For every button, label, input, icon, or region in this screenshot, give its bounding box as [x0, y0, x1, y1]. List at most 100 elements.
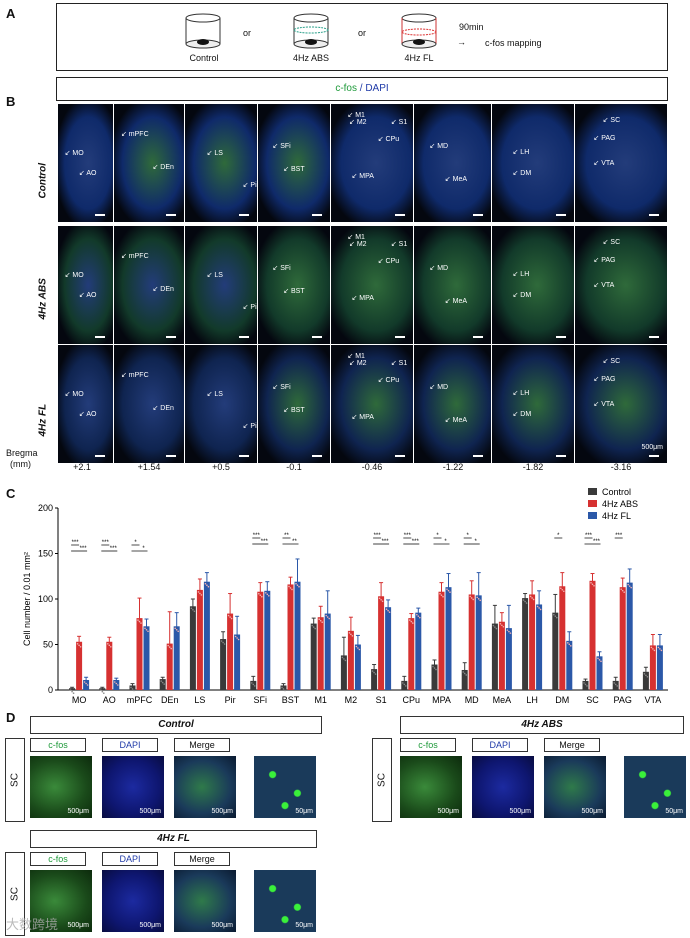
- data-point: [341, 656, 344, 659]
- bregma-value: -0.1: [286, 462, 302, 472]
- region-label: ↙ MD: [429, 383, 449, 391]
- bar-4hz-abs: [529, 594, 536, 690]
- data-point: [291, 588, 293, 591]
- scale-label: 500μm: [139, 922, 161, 929]
- legend-label: Control: [602, 487, 631, 497]
- panel-d-region-box: SC: [372, 738, 392, 822]
- bar-4hz-abs: [287, 584, 294, 690]
- bar-4hz-fl: [83, 679, 90, 690]
- region-label: ↙ SFi: [272, 142, 291, 150]
- data-point: [554, 615, 557, 617]
- bregma-value: -1.82: [522, 462, 544, 472]
- data-point: [138, 620, 141, 623]
- x-tick-label: Pir: [225, 695, 236, 705]
- data-point: [133, 689, 135, 692]
- data-point: [650, 646, 653, 649]
- scale-bar: [239, 336, 249, 338]
- bregma-label: Bregma: [6, 448, 38, 458]
- duration-label: 90min: [459, 22, 484, 32]
- significance-label: **: [292, 539, 297, 545]
- scale-bar: [312, 336, 322, 338]
- data-point: [326, 616, 329, 618]
- bar-4hz-fl: [143, 626, 150, 690]
- data-point: [115, 682, 118, 685]
- data-point: [412, 622, 414, 624]
- region-label: SC: [376, 773, 388, 787]
- data-point: [318, 618, 321, 620]
- bar-4hz-fl: [596, 656, 603, 690]
- bar-control: [129, 685, 136, 690]
- significance-label: ***: [110, 546, 118, 552]
- scale-bar: [312, 455, 322, 457]
- x-tick-label: VTA: [644, 695, 661, 705]
- region-label: ↙ CPu: [377, 257, 400, 265]
- significance-label: ***: [261, 539, 269, 545]
- x-tick-label: DM: [555, 695, 569, 705]
- bar-4hz-fl: [294, 581, 301, 690]
- data-point: [69, 689, 72, 691]
- data-point: [660, 649, 663, 652]
- data-point: [114, 681, 116, 683]
- region-label: ↙ S1: [390, 360, 408, 368]
- data-point: [570, 645, 572, 647]
- data-point: [531, 597, 533, 599]
- channel-image: 500μm: [472, 756, 534, 818]
- y-tick-label: 50: [43, 640, 53, 650]
- data-point: [509, 632, 512, 634]
- data-point: [193, 610, 196, 613]
- data-point: [477, 598, 480, 600]
- scale-bar: [556, 214, 566, 216]
- channel-image: 500μm: [174, 870, 236, 932]
- brain-section-tile: ↙ LS ↙ Pir: [185, 104, 257, 222]
- region-label: ↙ mPFC: [121, 130, 149, 138]
- region-label: ↙ DM: [512, 291, 532, 299]
- bar-4hz-fl: [234, 634, 241, 690]
- x-tick-label: M1: [314, 695, 327, 705]
- scale-bar: [556, 336, 566, 338]
- bar-4hz-abs: [468, 594, 475, 690]
- scale-bar: [239, 455, 249, 457]
- data-point: [223, 643, 226, 645]
- region-label: ↙ MPA: [351, 414, 374, 422]
- significance-label: *: [142, 546, 145, 552]
- legend-label: 4Hz FL: [602, 511, 631, 521]
- region-label: ↙ AO: [78, 169, 97, 177]
- bar-4hz-fl: [354, 644, 361, 690]
- region-label: ↙ LH: [512, 148, 530, 156]
- significance-label: *: [467, 533, 470, 539]
- region-label: ↙ DM: [512, 169, 532, 177]
- data-point: [532, 598, 535, 601]
- y-tick-label: 0: [48, 685, 53, 695]
- data-point: [447, 589, 450, 592]
- data-point: [501, 624, 503, 627]
- bar-control: [220, 639, 227, 690]
- data-point: [620, 588, 622, 590]
- brain-section-tile: ↙ M1 ↙ M2 ↙ S1 ↙ CPu ↙ MPA: [331, 104, 413, 222]
- data-point: [78, 644, 80, 647]
- region-label: ↙ BST: [283, 166, 305, 174]
- data-point: [402, 682, 404, 684]
- data-point: [525, 602, 528, 604]
- data-point: [373, 671, 375, 674]
- channel-image: 500μm: [174, 756, 236, 818]
- significance-label: ***: [102, 540, 110, 546]
- brain-section-tile: ↙ SC ↙ PAG ↙ VTA: [575, 104, 667, 222]
- data-point: [600, 660, 602, 663]
- region-label: ↙ PAG: [593, 375, 616, 383]
- data-point: [348, 632, 351, 634]
- data-point: [265, 592, 267, 594]
- bar-control: [461, 669, 468, 690]
- data-point: [252, 683, 255, 686]
- data-point: [597, 657, 599, 660]
- bar-4hz-fl: [385, 607, 392, 690]
- data-point: [522, 599, 525, 601]
- bar-4hz-abs: [649, 645, 656, 690]
- x-tick-label: MPA: [432, 695, 451, 705]
- data-point: [160, 680, 162, 682]
- scale-label: 500μm: [581, 808, 603, 815]
- region-label: ↙ BST: [283, 288, 305, 296]
- scale-bar: [649, 336, 659, 338]
- data-point: [197, 591, 200, 593]
- panel-d-region-box: SC: [5, 738, 25, 822]
- channel-image: 500μm: [30, 870, 92, 932]
